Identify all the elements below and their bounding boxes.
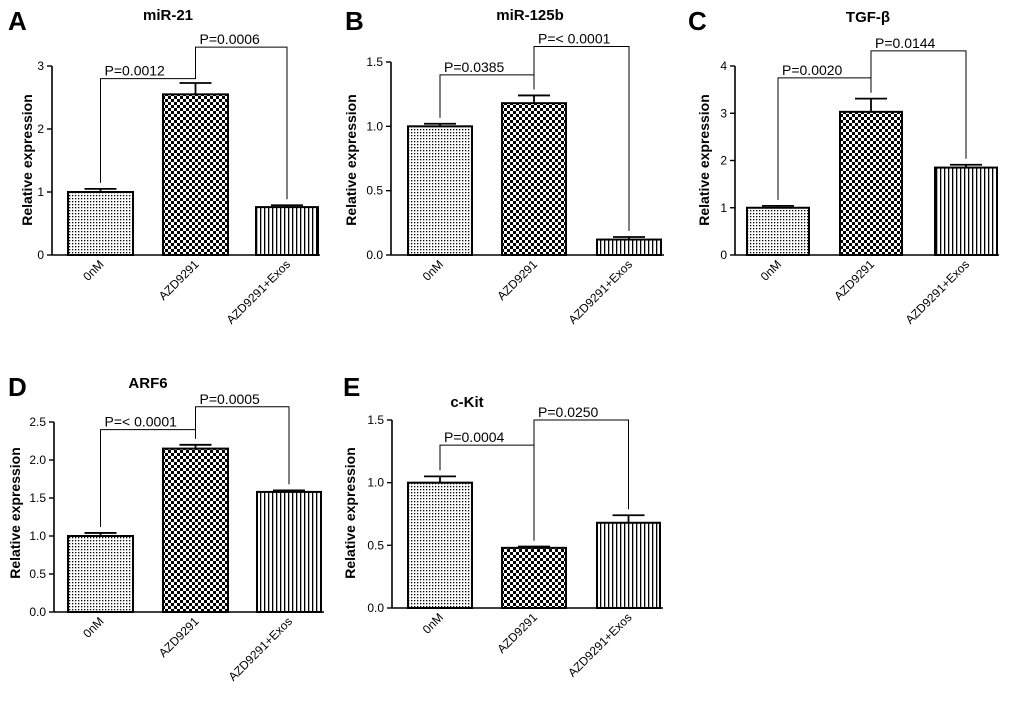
- panel-e-bar-azd9291-exos: [596, 521, 661, 609]
- panel-c-p-value: P=0.0020: [782, 62, 843, 78]
- panel-e-bar-azd9291: [501, 546, 567, 610]
- panel-b-ytick-label: 1.0: [366, 119, 383, 133]
- panel-e-ytick-label: 1.0: [367, 476, 384, 490]
- panel-e: E c-Kit Relative expression 0.0 0.5 1.0 1.5…: [342, 372, 663, 680]
- panel-a-xtick-label: 0nM: [80, 257, 106, 283]
- panel-c-xtick-label: 0nM: [758, 257, 784, 283]
- panel-e-letter: E: [343, 372, 360, 402]
- panel-a-p-value: P=0.0012: [105, 63, 166, 79]
- panel-d-p-value: P=0.0005: [200, 391, 261, 407]
- panel-c-comparison-bracket: [870, 50, 967, 159]
- panel-e-p-value: P=0.0004: [444, 429, 505, 445]
- panel-d-bar-azd9291-exos: [256, 490, 322, 614]
- panel-a-ytick-label: 0: [37, 248, 44, 262]
- panel-c-xtick-label: AZD9291: [831, 257, 877, 303]
- panel-a-ylabel: Relative expression: [19, 94, 35, 226]
- panel-c: C TGF-β Relative expression 0 1 2 3 4 P=0.00…: [688, 6, 999, 327]
- panel-d-ylabel: Relative expression: [7, 447, 23, 579]
- panel-b-letter: B: [345, 6, 364, 36]
- panel-b-bar-azd9291: [501, 102, 567, 256]
- panel-e-title: c-Kit: [450, 394, 483, 411]
- panel-e-bar-0nm: [407, 481, 473, 609]
- panel-d-xtick-label: 0nM: [80, 614, 106, 640]
- panel-c-ytick-label: 0: [720, 248, 727, 262]
- panel-a-bar-0nm: [67, 191, 134, 256]
- panel-c-bar-azd9291: [839, 110, 903, 256]
- panel-e-ytick-label: 0.5: [367, 538, 384, 552]
- panel-d-letter: D: [8, 372, 27, 402]
- panel-a-bar-azd9291-exos: [255, 206, 319, 256]
- panel-b: B miR-125b Relative expression 0.0 0.5 1.0…: [343, 6, 664, 327]
- panel-d-title: ARF6: [128, 375, 167, 392]
- panel-d: D ARF6 Relative expression 0.0 0.5 1.0 1.5 2…: [7, 372, 324, 684]
- panel-c-ytick-label: 3: [720, 106, 727, 120]
- panel-e-ylabel: Relative expression: [342, 447, 358, 579]
- panel-a-comparison-bracket: [195, 46, 288, 200]
- panel-c-ytick-label: 2: [720, 154, 727, 168]
- panel-c-ytick-label: 1: [720, 201, 727, 215]
- panel-d-p-value: P=< 0.0001: [105, 414, 178, 430]
- panel-b-title: miR-125b: [496, 7, 564, 24]
- panel-b-p-value: P=0.0385: [444, 59, 505, 75]
- panel-c-xtick-label: AZD9291+Exos: [903, 257, 973, 327]
- panel-b-ylabel: Relative expression: [343, 94, 359, 226]
- panel-d-comparison-bracket: [195, 406, 290, 485]
- panel-c-bar-0nm: [746, 206, 810, 256]
- panel-e-xtick-label: 0nM: [420, 610, 446, 636]
- panel-a-ytick-label: 3: [37, 59, 44, 73]
- panel-a-p-value: P=0.0006: [200, 31, 261, 47]
- panel-c-bar-azd9291-exos: [934, 166, 998, 256]
- panel-e-ytick-label: 1.5: [367, 413, 384, 427]
- panel-b-xtick-label: AZD9291+Exos: [566, 257, 636, 327]
- panel-d-xtick-label: AZD9291+Exos: [226, 614, 296, 684]
- panel-d-ytick-label: 1.5: [29, 491, 46, 505]
- panel-a-letter: A: [8, 6, 27, 36]
- panel-b-ytick-label: 0.0: [366, 248, 383, 262]
- panel-a-xtick-label: AZD9291+Exos: [224, 257, 294, 327]
- panel-d-bar-0nm: [67, 535, 134, 613]
- panel-a-ytick-label: 1: [37, 185, 44, 199]
- panel-e-comparison-bracket: [533, 419, 629, 541]
- panel-e-ytick-label: 0.0: [367, 601, 384, 615]
- panel-d-ytick-label: 0.0: [29, 605, 46, 619]
- panel-a-comparison-bracket: [100, 77, 196, 183]
- panel-a-ytick-label: 2: [37, 122, 44, 136]
- panel-a: A miR-21 Relative expression 0 1 2 3 P=0.00…: [8, 6, 320, 327]
- panel-a-title: miR-21: [143, 7, 193, 24]
- panel-c-title: TGF-β: [846, 9, 890, 26]
- panel-b-p-value: P=< 0.0001: [538, 31, 611, 47]
- panel-d-ytick-label: 2.0: [29, 453, 46, 467]
- panel-e-p-value: P=0.0250: [538, 404, 599, 420]
- panel-b-bar-azd9291-exos: [596, 238, 662, 256]
- panel-e-xtick-label: AZD9291+Exos: [565, 610, 635, 680]
- panel-b-bar-0nm: [407, 125, 473, 257]
- panel-b-comparison-bracket: [533, 46, 630, 231]
- panel-d-ytick-label: 1.0: [29, 529, 46, 543]
- panel-d-ytick-label: 2.5: [29, 415, 46, 429]
- panel-b-xtick-label: AZD9291: [494, 257, 540, 303]
- panel-b-xtick-label: 0nM: [420, 257, 446, 283]
- panel-b-ytick-label: 1.5: [366, 55, 383, 69]
- panel-c-ylabel: Relative expression: [696, 94, 712, 226]
- panel-e-xtick-label: AZD9291: [494, 610, 540, 656]
- panel-d-ytick-label: 0.5: [29, 567, 46, 581]
- panel-c-letter: C: [688, 6, 707, 36]
- panel-d-bar-azd9291: [162, 447, 229, 613]
- panel-d-xtick-label: AZD9291: [156, 614, 202, 660]
- panel-b-ytick-label: 0.5: [366, 184, 383, 198]
- panel-a-xtick-label: AZD9291: [156, 257, 202, 303]
- panel-c-ytick-label: 4: [720, 59, 727, 73]
- panel-a-bar-azd9291: [162, 93, 229, 256]
- panel-c-p-value: P=0.0144: [875, 35, 936, 51]
